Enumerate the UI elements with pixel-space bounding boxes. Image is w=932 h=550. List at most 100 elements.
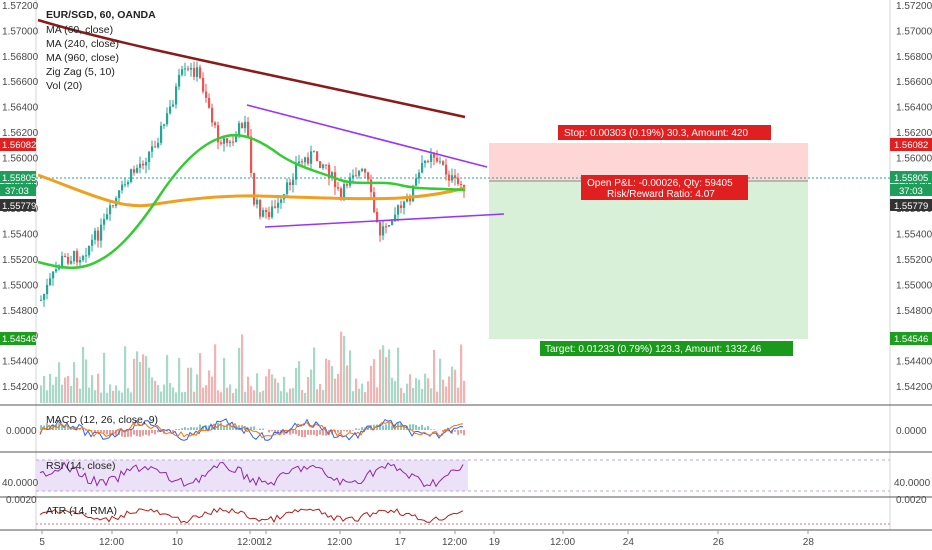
candle-body (142, 163, 145, 166)
volume-bar (334, 378, 337, 403)
candle-body (169, 106, 172, 114)
time-tick-label: 12:00 (99, 537, 124, 548)
legend-title: EUR/SGD, 60, OANDA (46, 9, 156, 21)
volume-bar (271, 374, 274, 403)
candle-body (400, 205, 403, 208)
candle-body (103, 219, 106, 225)
volume-bar (142, 354, 145, 403)
tag-right-top: 1.56082 (894, 140, 928, 151)
macd-histogram-bar (88, 429, 90, 430)
candle-body (367, 172, 370, 180)
pl-label-line2: Risk/Reward Ratio: 4.07 (607, 189, 715, 200)
volume-bar (46, 390, 49, 403)
volume-bar (202, 387, 205, 403)
candle-body (277, 202, 280, 208)
candle-body (439, 161, 442, 163)
triangle-pattern[interactable] (246, 104, 505, 228)
pl-label-line1: Open P&L: -0.00026, Qty: 59405 (587, 178, 733, 189)
candle-body (127, 181, 130, 185)
macd-histogram-bar (115, 430, 117, 436)
candle-body (235, 134, 238, 143)
stop-zone[interactable] (489, 143, 808, 181)
candle-body (46, 284, 49, 295)
price-tags: 1.56082 1.55805 37:03 1.55779 1.54546 1.… (0, 138, 932, 345)
volume-bar (259, 392, 262, 403)
macd-histogram-bar (385, 424, 387, 430)
candle-body (268, 212, 271, 218)
volume-bar (391, 377, 394, 403)
volume-bar (184, 391, 187, 403)
candle-body (445, 164, 448, 175)
volume-bar (187, 367, 190, 403)
volume-bar (298, 361, 301, 403)
candle-body (352, 175, 355, 178)
candle-body (412, 185, 415, 202)
volume-bar (205, 385, 208, 403)
volume-bar (445, 386, 448, 403)
volume-bar (331, 366, 334, 403)
macd-histogram-bar (187, 428, 189, 430)
price-tick-label: 1.54200 (2, 382, 39, 393)
position-labels[interactable]: Stop: 0.00303 (0.19%) 30.3, Amount: 420 … (540, 125, 793, 356)
volume-bar (85, 359, 88, 403)
macd-histogram-bar (136, 430, 138, 437)
candle-body (343, 184, 346, 199)
volume-bar (235, 388, 238, 403)
macd-histogram-bar (376, 424, 378, 430)
volume-bar (397, 347, 400, 403)
volume-bar (328, 360, 331, 403)
candle-body (448, 174, 451, 181)
macd-histogram-bar (379, 424, 381, 430)
macd-histogram-bar (121, 430, 123, 437)
price-tick-label: 1.56200 (2, 128, 39, 139)
candle-body (295, 163, 298, 180)
volume-bar (238, 347, 241, 403)
price-tick-label: 1.55000 (896, 280, 932, 291)
volume-bar (310, 369, 313, 403)
time-tick-label: 12:00 (442, 537, 467, 548)
macd-histogram-bar (193, 427, 195, 430)
volume-bar (118, 390, 121, 403)
candle-body (289, 182, 292, 186)
volume-bar (418, 379, 421, 403)
candle-body (256, 199, 259, 205)
price-tick-label: 1.56800 (896, 52, 932, 63)
candle-body (82, 255, 85, 260)
macd-histogram-bar (91, 430, 93, 431)
tag-left-mid3: 1.55779 (2, 201, 36, 212)
candle-body (124, 184, 127, 186)
volume-bar (163, 384, 166, 403)
volume-bar (43, 376, 46, 403)
macd-histogram-bar (388, 422, 390, 430)
volume-bar (49, 373, 52, 403)
macd-histogram-bar (154, 430, 156, 435)
macd-histogram-bar (283, 430, 285, 435)
volume-bar (79, 388, 82, 403)
time-tick-label: 5 (39, 537, 45, 548)
candle-body (355, 175, 358, 177)
candle-body (370, 179, 373, 193)
volume-bar (223, 357, 226, 403)
volume-bar (451, 366, 454, 403)
candle-body (421, 163, 424, 173)
target-zone[interactable] (489, 181, 808, 339)
legend-ma960: MA (960, close) (46, 52, 119, 64)
candle-body (163, 124, 166, 126)
volume-bar (400, 388, 403, 403)
macd-histogram-bar (106, 430, 108, 435)
macd-histogram-bar (325, 430, 327, 436)
candle-body (403, 201, 406, 208)
candle-body (130, 169, 133, 182)
volume-bar (40, 385, 43, 403)
candle-body (133, 169, 136, 173)
volume-bar (322, 389, 325, 403)
volume-bar (349, 350, 352, 403)
volume-bar (289, 388, 292, 403)
volume-bar (133, 358, 136, 403)
candle-body (55, 269, 58, 272)
stop-label-bg (558, 125, 771, 140)
candle-body (88, 245, 91, 256)
macd-histogram-bar (148, 430, 150, 436)
